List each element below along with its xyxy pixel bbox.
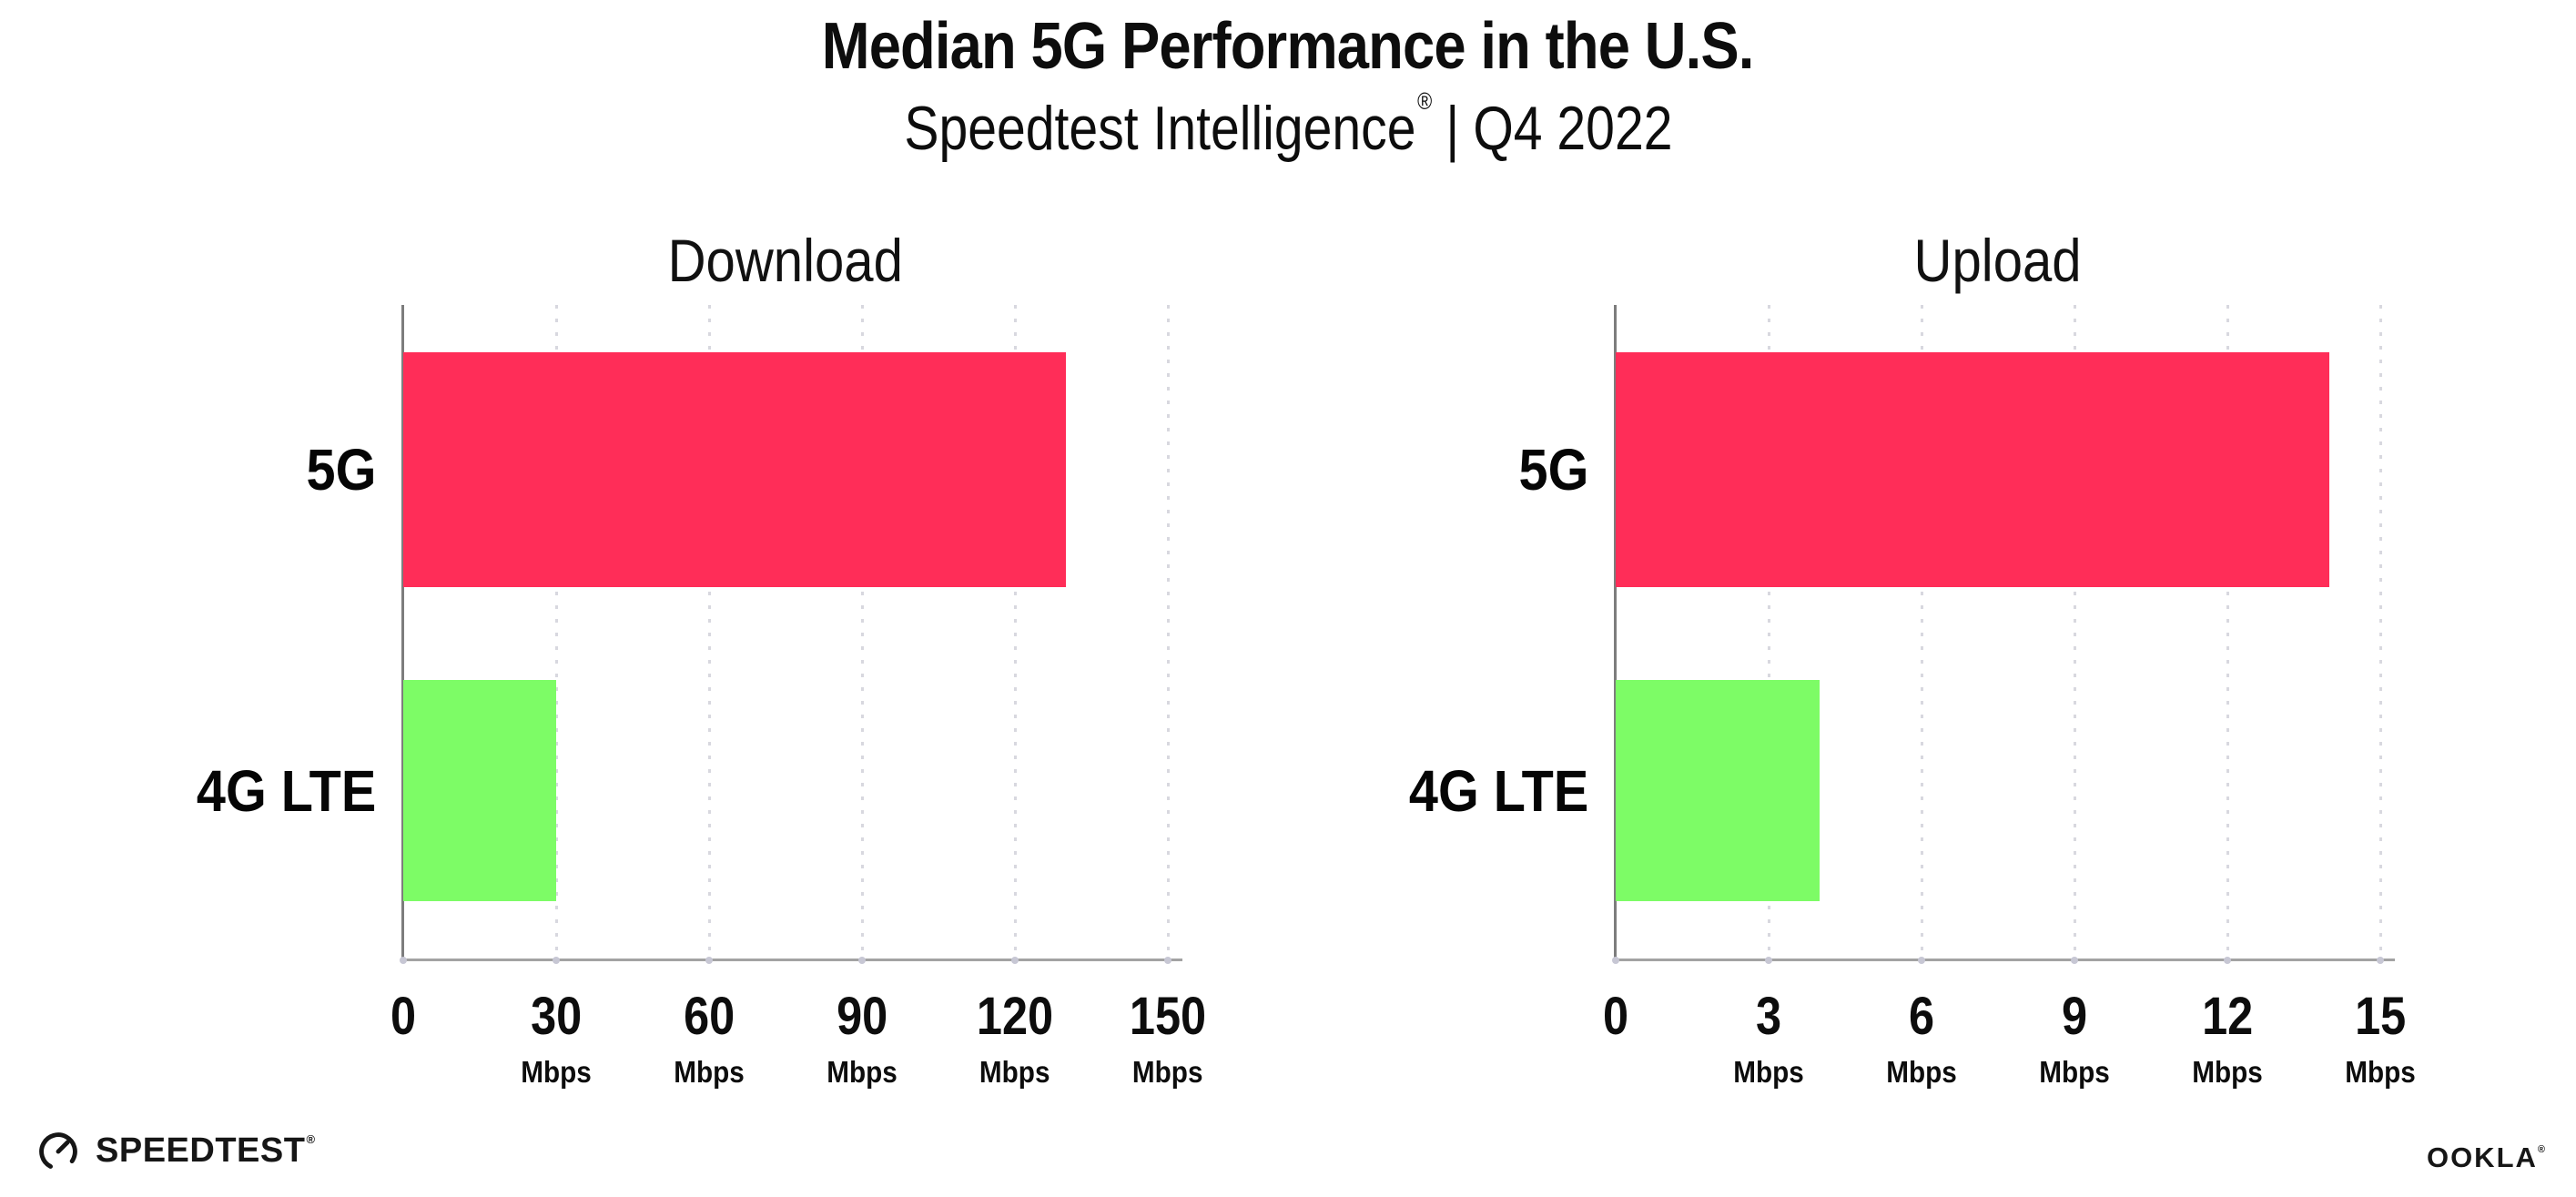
- download-chart-heading: Download: [667, 227, 904, 294]
- upload-tick-label-6: 6 Mbps: [1882, 986, 1961, 1090]
- upload-tick-value: 6: [1908, 987, 1935, 1046]
- page-title: Median 5G Performance in the U.S.: [0, 9, 2576, 84]
- upload-gridline-9: [2074, 305, 2076, 959]
- registered-trademark-mark: ®: [1416, 87, 1432, 115]
- speedtest-wordmark: SPEEDTEST®: [96, 1131, 316, 1170]
- upload-chart: Upload 5G 4G LTE 0 3 Mbps 6 Mbps 9 Mbps 12 Mbps 15…: [1361, 223, 2416, 1133]
- speedtest-logo: SPEEDTEST®: [35, 1127, 316, 1174]
- download-tick-mark-150: [1164, 957, 1171, 964]
- download-tick-unit: Mbps: [827, 1055, 898, 1089]
- upload-y-axis-line: [1614, 305, 1617, 959]
- ookla-wordmark: OOKLA®: [2426, 1141, 2547, 1173]
- download-gridline-30: [555, 305, 558, 959]
- upload-gridline-15: [2379, 305, 2382, 959]
- download-tick-unit: Mbps: [521, 1055, 592, 1089]
- download-tick-value: 0: [390, 987, 417, 1046]
- download-x-axis-line: [401, 959, 1182, 961]
- upload-tick-value: 12: [2201, 987, 2254, 1046]
- download-tick-mark-30: [553, 957, 560, 964]
- download-tick-label-0: 0: [389, 986, 418, 1047]
- upload-plot-area: 5G 4G LTE: [1409, 305, 2395, 964]
- download-plot-area: 5G 4G LTE: [197, 305, 1182, 964]
- upload-tick-label-9: 9 Mbps: [2035, 986, 2114, 1090]
- upload-tick-mark-9: [2071, 957, 2078, 964]
- download-tick-label-60: 60 Mbps: [670, 986, 748, 1090]
- upload-tick-label-3: 3 Mbps: [1729, 986, 1808, 1090]
- upload-gridline-3: [1768, 305, 1770, 959]
- upload-gridline-12: [2226, 305, 2229, 959]
- upload-tick-unit: Mbps: [1886, 1055, 1957, 1089]
- download-bar-4g-lte: [403, 680, 556, 901]
- download-tick-value: 120: [976, 987, 1054, 1046]
- upload-bar-5g: [1616, 352, 2329, 587]
- upload-chart-heading: Upload: [1913, 227, 2083, 294]
- download-tick-label-90: 90 Mbps: [823, 986, 901, 1090]
- subtitle-separator: |: [1445, 94, 1459, 163]
- upload-x-axis-line: [1614, 959, 2395, 961]
- ookla-registered-mark: ®: [2537, 1144, 2547, 1155]
- upload-category-label-5g: 5G: [1518, 437, 1588, 502]
- download-tick-value: 90: [836, 987, 888, 1046]
- download-y-axis-line: [401, 305, 404, 959]
- subtitle-period: Q4 2022: [1472, 94, 1673, 163]
- download-tick-mark-90: [858, 957, 866, 964]
- download-tick-label-150: 150 Mbps: [1124, 986, 1212, 1090]
- download-tick-mark-120: [1011, 957, 1019, 964]
- upload-tick-label-12: 12 Mbps: [2188, 986, 2267, 1090]
- upload-tick-mark-3: [1765, 957, 1772, 964]
- download-chart: Download 5G 4G LTE 0 30 Mbps 60 Mbps 90 Mbps 120…: [148, 223, 1206, 1133]
- upload-category-label-4g-lte: 4G LTE: [1408, 757, 1588, 824]
- upload-tick-unit: Mbps: [2192, 1055, 2263, 1089]
- gauge-icon: [39, 1132, 77, 1171]
- download-x-axis-labels: 0 30 Mbps 60 Mbps 90 Mbps 120 Mbps 150 Mbps: [390, 959, 1206, 1131]
- speedtest-registered-mark: ®: [306, 1131, 316, 1146]
- upload-tick-label-0: 0: [1601, 986, 1630, 1047]
- download-tick-mark-60: [705, 957, 713, 964]
- upload-tick-value: 0: [1602, 987, 1629, 1046]
- download-category-label-4g-lte: 4G LTE: [196, 757, 376, 824]
- download-tick-value: 150: [1129, 987, 1207, 1046]
- download-bar-5g: [403, 352, 1066, 587]
- upload-tick-mark-6: [1918, 957, 1925, 964]
- download-gridline-60: [708, 305, 711, 959]
- download-tick-unit: Mbps: [979, 1055, 1050, 1089]
- download-tick-value: 60: [683, 987, 735, 1046]
- upload-tick-label-15: 15 Mbps: [2341, 986, 2419, 1090]
- download-gridline-150: [1167, 305, 1170, 959]
- upload-tick-value: 9: [2061, 987, 2088, 1046]
- download-tick-label-120: 120 Mbps: [971, 986, 1060, 1090]
- download-tick-unit: Mbps: [674, 1055, 745, 1089]
- upload-tick-unit: Mbps: [1733, 1055, 1804, 1089]
- upload-x-axis-labels: 0 3 Mbps 6 Mbps 9 Mbps 12 Mbps 15 Mbps: [1603, 959, 2416, 1131]
- download-category-label-5g: 5G: [306, 437, 376, 502]
- download-gridline-90: [861, 305, 864, 959]
- page-title-text: Median 5G Performance in the U.S.: [822, 10, 1755, 83]
- upload-tick-mark-0: [1612, 957, 1619, 964]
- upload-tick-value: 3: [1755, 987, 1782, 1046]
- download-tick-value: 30: [530, 987, 583, 1046]
- download-tick-unit: Mbps: [1132, 1055, 1203, 1089]
- subtitle-brand: Speedtest Intelligence: [903, 94, 1416, 163]
- download-gridline-120: [1014, 305, 1017, 959]
- page-subtitle: Speedtest Intelligence® | Q4 2022: [0, 87, 2576, 164]
- upload-bar-4g-lte: [1616, 680, 1820, 901]
- download-tick-mark-0: [400, 957, 407, 964]
- upload-tick-mark-15: [2377, 957, 2384, 964]
- upload-tick-unit: Mbps: [2039, 1055, 2110, 1089]
- upload-tick-unit: Mbps: [2345, 1055, 2416, 1089]
- download-tick-label-30: 30 Mbps: [517, 986, 595, 1090]
- upload-gridline-6: [1921, 305, 1923, 959]
- upload-tick-value: 15: [2354, 987, 2407, 1046]
- upload-tick-mark-12: [2224, 957, 2231, 964]
